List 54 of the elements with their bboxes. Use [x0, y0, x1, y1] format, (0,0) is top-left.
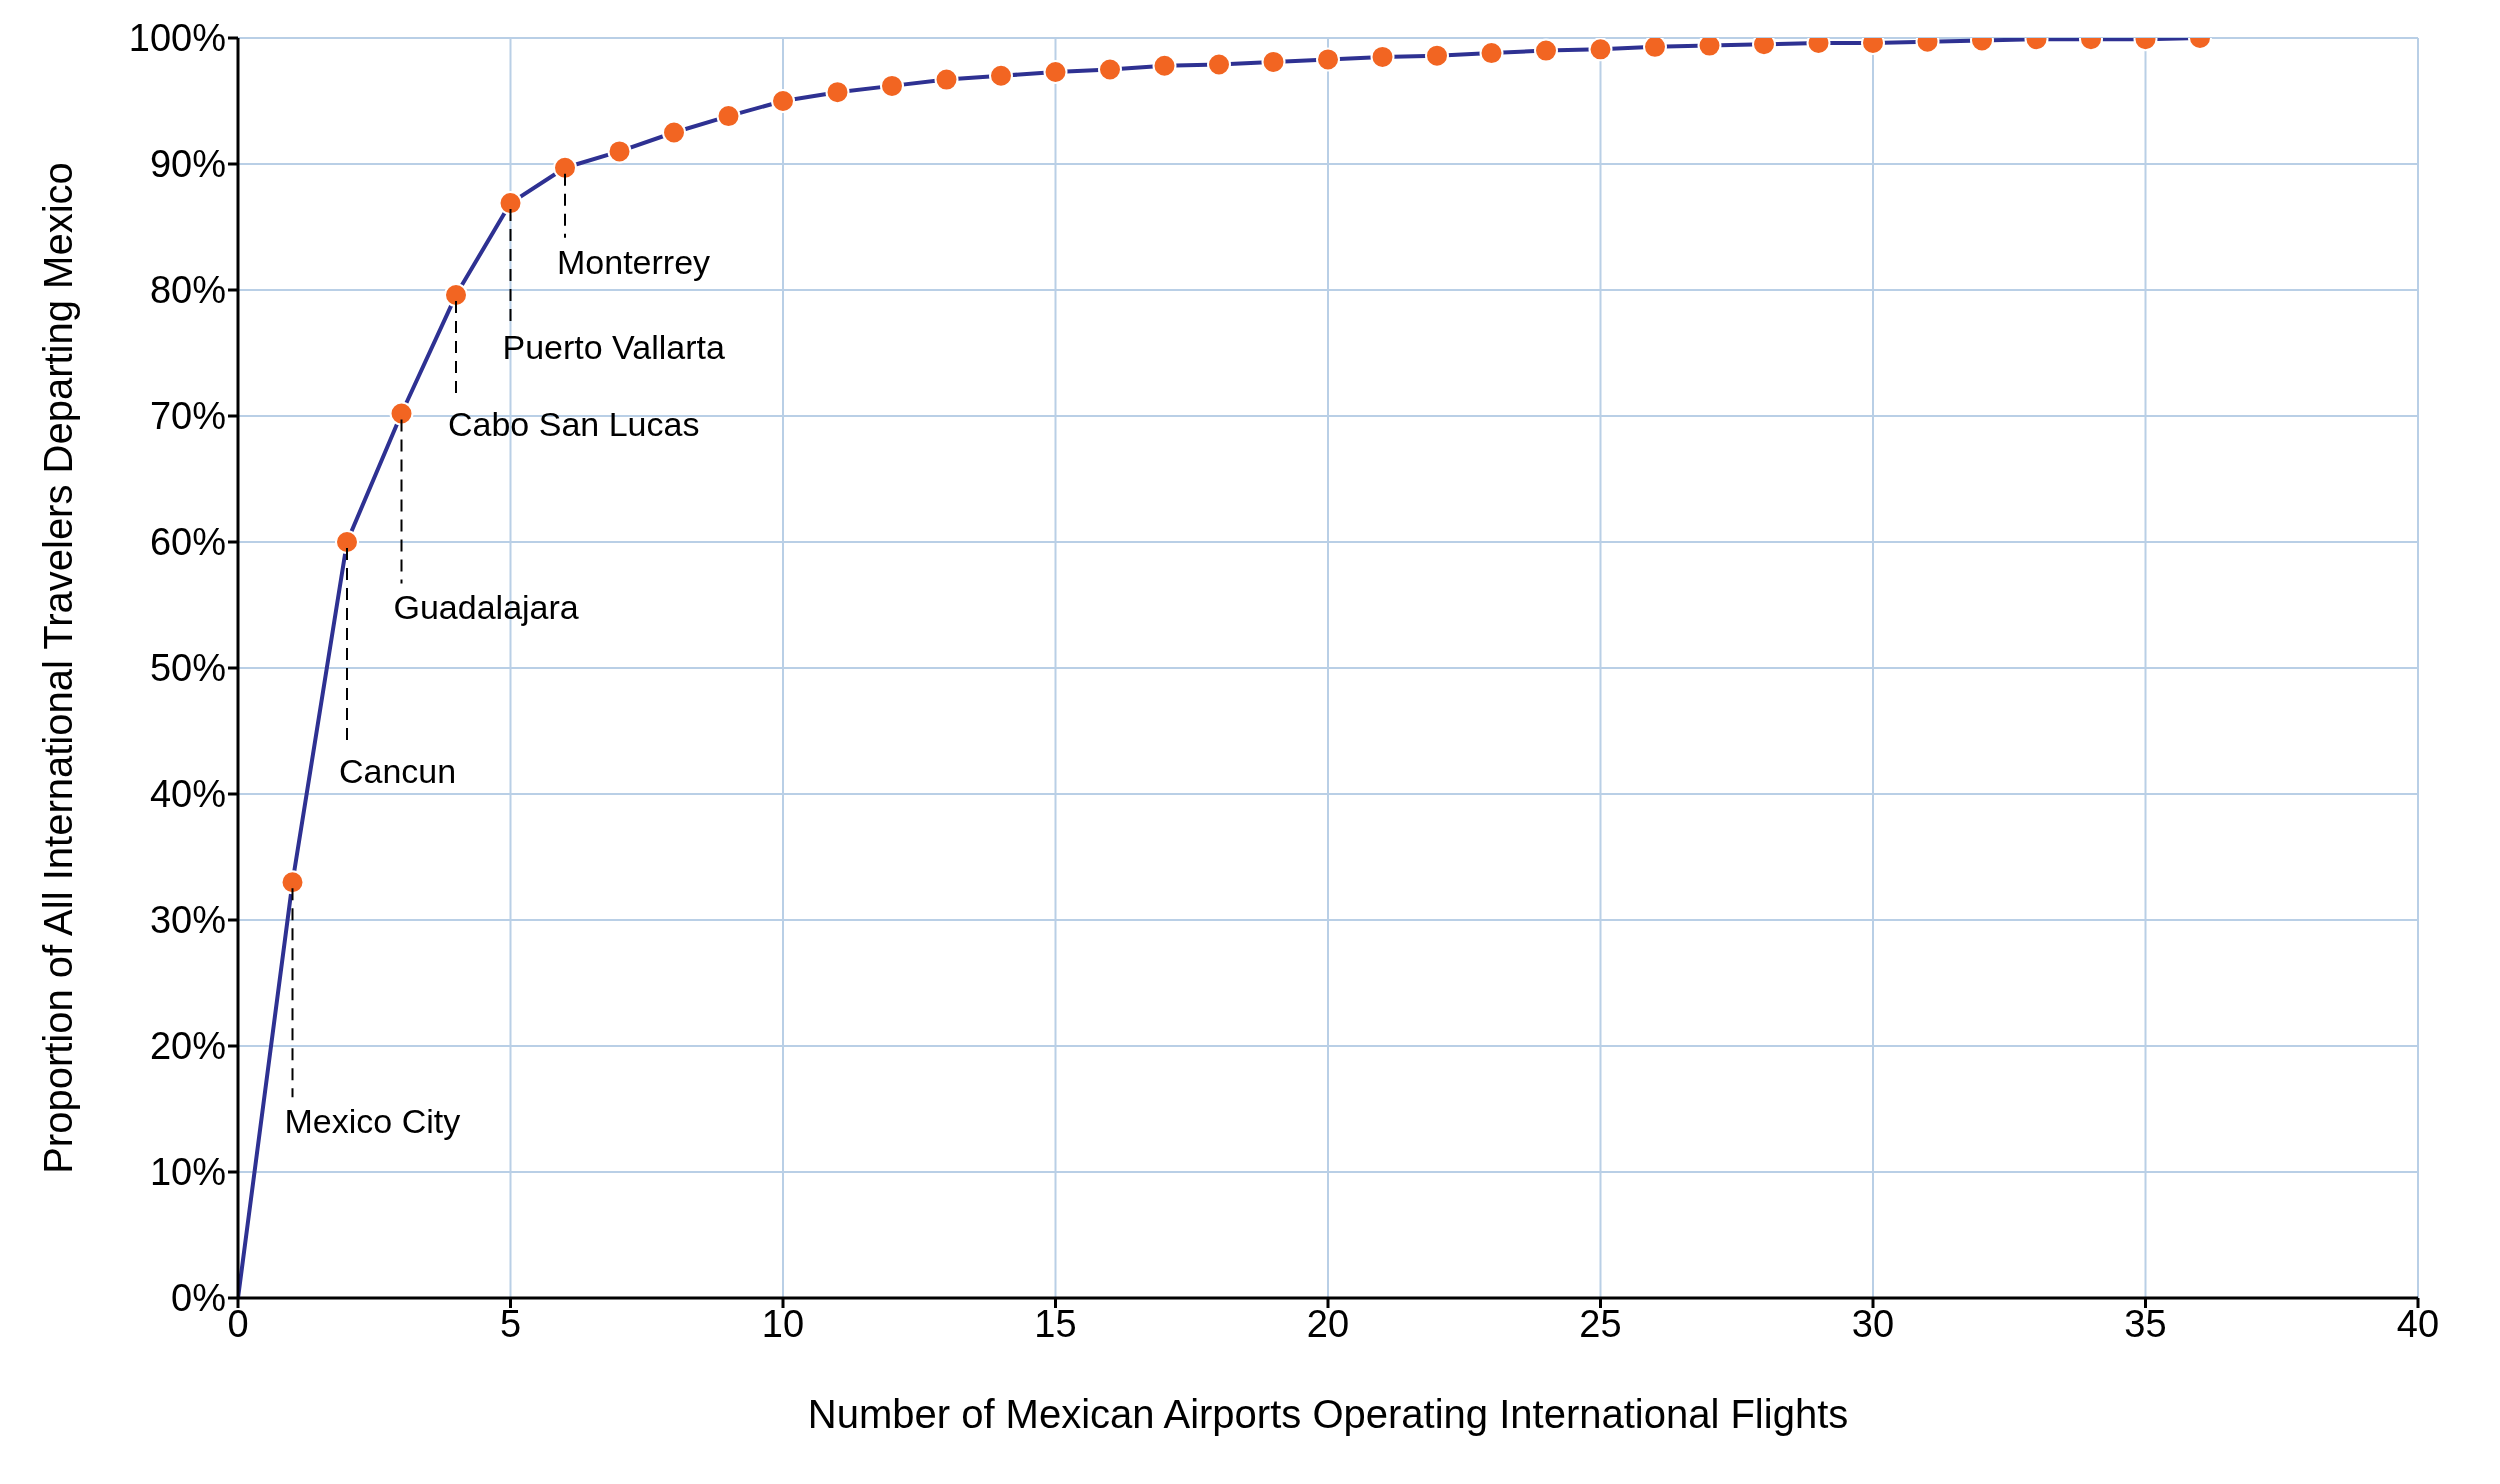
point	[1588, 38, 1613, 62]
point	[934, 67, 959, 92]
x-tick-label: 20	[1306, 1302, 1350, 1345]
y-tick-label: 100%	[128, 17, 226, 60]
y-tick-label: 50%	[149, 647, 226, 690]
point	[607, 139, 632, 164]
x-tick-label: 10	[761, 1302, 805, 1345]
x-tick-label: 40	[2396, 1302, 2440, 1345]
point	[771, 89, 795, 113]
point	[1479, 41, 1504, 66]
x-tick-label: 25	[1579, 1302, 1622, 1345]
point	[880, 73, 904, 98]
point	[1207, 52, 1231, 77]
y-tick-label: 10%	[149, 1151, 226, 1194]
point	[1425, 43, 1449, 68]
point	[553, 155, 577, 180]
point	[444, 283, 468, 308]
point	[1261, 49, 1286, 74]
x-tick-label: 0	[227, 1302, 249, 1345]
point	[989, 63, 1013, 88]
point	[1316, 47, 1340, 72]
y-tick-label: 20%	[149, 1025, 226, 1068]
annotation: Puerto Vallarta	[502, 328, 725, 367]
annotation: Mexico City	[284, 1102, 461, 1141]
x-axis-title: Number of Mexican Airports Operating International Flights	[807, 1392, 1849, 1436]
point	[662, 120, 686, 145]
x-tick-label: 35	[2124, 1302, 2167, 1345]
y-tick-label: 30%	[149, 899, 226, 942]
point	[335, 530, 359, 554]
point	[1534, 38, 1558, 63]
annotation: Cancun	[339, 752, 457, 790]
point	[1098, 57, 1122, 82]
y-tick-label: 80%	[149, 269, 226, 312]
y-tick-label: 40%	[149, 773, 226, 816]
y-tick-label: 90%	[149, 143, 226, 186]
annotation: Monterrey	[557, 242, 711, 281]
point	[280, 870, 305, 895]
x-tick-label: 5	[499, 1302, 522, 1345]
annotation: Cabo San Lucas	[448, 405, 700, 444]
point	[1370, 44, 1395, 69]
point	[389, 401, 414, 426]
point	[1152, 53, 1177, 78]
x-tick-label: 30	[1851, 1302, 1895, 1345]
y-tick-label: 70%	[149, 395, 226, 438]
x-tick-label: 15	[1034, 1302, 1077, 1345]
point	[716, 104, 741, 129]
point	[825, 80, 850, 105]
point	[1643, 38, 1667, 59]
y-tick-label: 60%	[149, 521, 226, 564]
y-axis-title: Proportion of All International Travelers Departing Mexico	[36, 162, 81, 1174]
point	[1043, 60, 1068, 85]
y-tick-label: 0%	[171, 1277, 226, 1320]
point	[498, 191, 523, 216]
annotation: Guadalajara	[393, 588, 579, 627]
